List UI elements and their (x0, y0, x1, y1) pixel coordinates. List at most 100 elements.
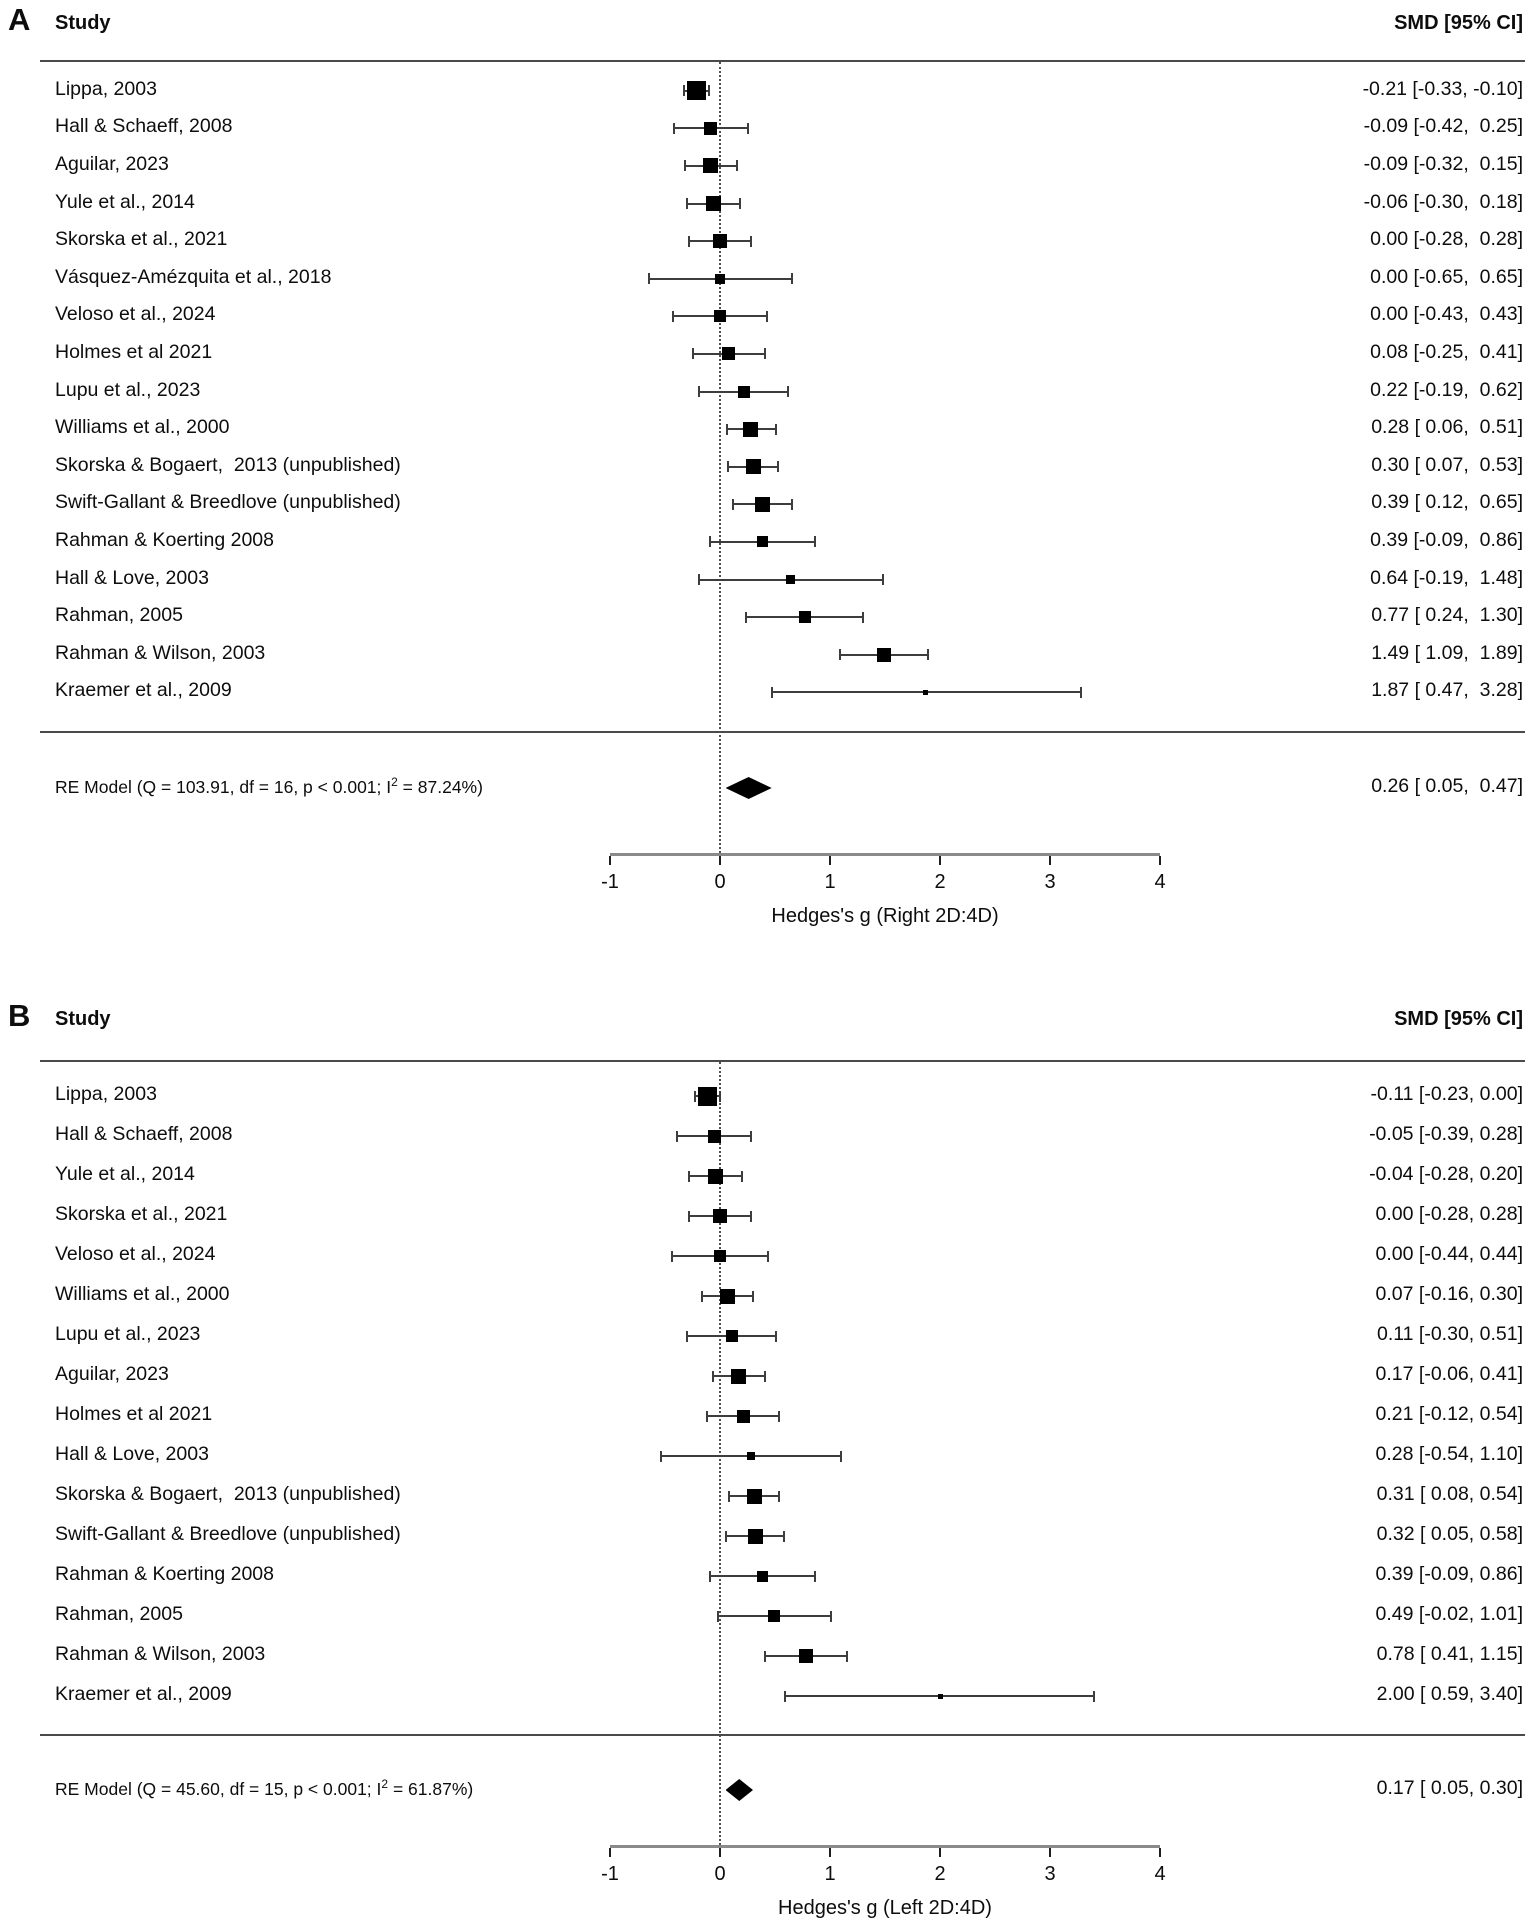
effect-value: 0.39 [ 0.12, 0.65] (1371, 491, 1523, 514)
effect-square (738, 385, 751, 398)
effect-square (713, 234, 727, 249)
study-label: Vásquez-Amézquita et al., 2018 (55, 265, 332, 288)
ci-cap-right (881, 574, 884, 586)
study-row: Veloso et al., 2024 0.00 [-0.43, 0.43] (0, 298, 1535, 336)
panel-letter: B (8, 998, 32, 1033)
ci-cap-right (708, 85, 710, 97)
effect-value: -0.04 [-0.28, 0.20] (1369, 1163, 1523, 1185)
effect-square (747, 1528, 763, 1544)
summary-value: 0.17 [ 0.05, 0.30] (1376, 1777, 1523, 1799)
study-label: Skorska & Bogaert, 2013 (unpublished) (55, 1483, 401, 1505)
ci-cap-right (735, 160, 738, 172)
ci-cap-left (783, 1690, 786, 1702)
study-column-header: Study (55, 1008, 111, 1030)
study-row: Williams et al., 2000 0.07 [-0.16, 0.30] (0, 1276, 1535, 1316)
ci-cap-left (716, 1610, 719, 1622)
effect-value: -0.11 [-0.23, 0.00] (1370, 1083, 1524, 1105)
study-row: Yule et al., 2014 -0.06 [-0.30, 0.18] (0, 185, 1535, 223)
effect-square (745, 459, 761, 475)
effect-value: 0.17 [-0.06, 0.41] (1375, 1363, 1523, 1385)
study-label: Lippa, 2003 (55, 1083, 157, 1105)
study-label: Veloso et al., 2024 (55, 303, 216, 326)
effect-square (736, 1409, 750, 1423)
ci-cap-right (775, 423, 778, 435)
ci-cap-right (778, 1490, 781, 1502)
x-axis-tick-label: 3 (1044, 1863, 1056, 1885)
study-row: Aguilar, 2023 0.17 [-0.06, 0.41] (0, 1356, 1535, 1396)
effect-square (767, 1610, 780, 1622)
ci-cap-left (712, 1370, 715, 1382)
effect-square (743, 421, 759, 437)
ci-cap-left (764, 1650, 767, 1662)
study-label: Hall & Schaeff, 2008 (55, 1123, 233, 1145)
study-row: Rahman & Wilson, 2003 1.49 [ 1.09, 1.89] (0, 636, 1535, 674)
study-label: Hall & Love, 2003 (55, 1443, 209, 1465)
effect-square (798, 1649, 813, 1663)
effect-value: 0.07 [-0.16, 0.30] (1375, 1283, 1523, 1305)
separator-rule (40, 1734, 1525, 1736)
effect-value: -0.09 [-0.32, 0.15] (1363, 152, 1523, 175)
effect-value: 0.31 [ 0.08, 0.54] (1376, 1483, 1523, 1505)
x-axis-tick (829, 1848, 831, 1857)
x-axis-title: Hedges's g (Left 2D:4D) (778, 1897, 992, 1919)
re-model-superscript: 2 (391, 775, 398, 789)
study-label: Lupu et al., 2023 (55, 378, 201, 401)
x-axis-tick-label: 4 (1154, 1863, 1166, 1885)
effect-square (714, 310, 726, 323)
study-label: Skorska et al., 2021 (55, 228, 228, 251)
ci-cap-left (709, 536, 712, 548)
ci-cap-left (676, 1130, 679, 1142)
study-label: Hall & Schaeff, 2008 (55, 115, 233, 138)
re-model-text: RE Model (Q = 103.91, df = 16, p < 0.001… (55, 777, 392, 797)
effect-square (705, 196, 721, 212)
study-row: Holmes et al 2021 0.08 [-0.25, 0.41] (0, 335, 1535, 373)
ci-cap-left (698, 574, 701, 586)
effect-value: -0.06 [-0.30, 0.18] (1363, 190, 1523, 213)
ci-cap-left (727, 1490, 730, 1502)
effect-square (726, 1330, 739, 1342)
ci-cap-left (745, 611, 748, 623)
ci-cap-right (813, 1570, 816, 1582)
study-row: Hall & Love, 2003 0.28 [-0.54, 1.10] (0, 1436, 1535, 1476)
ci-cap-right (782, 1530, 785, 1542)
study-row: Rahman, 2005 0.77 [ 0.24, 1.30] (0, 598, 1535, 636)
x-axis-tick (609, 1848, 611, 1857)
study-row: Holmes et al 2021 0.21 [-0.12, 0.54] (0, 1396, 1535, 1436)
ci-cap-right (764, 1370, 767, 1382)
study-label: Swift-Gallant & Breedlove (unpublished) (55, 1523, 401, 1545)
study-row: Hall & Love, 2003 0.64 [-0.19, 1.48] (0, 561, 1535, 599)
effect-square (757, 536, 769, 548)
effect-value: 0.39 [-0.09, 0.86] (1375, 1563, 1523, 1585)
study-label: Williams et al., 2000 (55, 1283, 230, 1305)
ci-cap-right (840, 1450, 842, 1462)
x-axis-tick-label: 2 (934, 1863, 946, 1885)
effect-square (713, 1209, 727, 1223)
ci-cap-left (693, 1090, 696, 1102)
effect-square (720, 1288, 736, 1304)
x-axis-tick (939, 856, 941, 865)
ci-cap-left (709, 1570, 712, 1582)
ci-cap-left (688, 235, 691, 247)
x-axis-tick-label: 2 (934, 871, 946, 893)
re-model-text: RE Model (Q = 45.60, df = 15, p < 0.001;… (55, 1779, 382, 1799)
study-label: Rahman, 2005 (55, 1603, 183, 1625)
ci-cap-left (647, 273, 650, 285)
effect-square (746, 1452, 755, 1460)
x-axis-tick (609, 856, 611, 865)
effect-square (798, 611, 811, 624)
study-row: Rahman & Wilson, 2003 0.78 [ 0.41, 1.15] (0, 1636, 1535, 1676)
ci-cap-right (775, 1330, 778, 1342)
ci-cap-right (790, 498, 793, 510)
study-row: Hall & Schaeff, 2008 -0.09 [-0.42, 0.25] (0, 110, 1535, 148)
study-label: Rahman & Koerting 2008 (55, 528, 274, 551)
ci-cap-left (698, 386, 701, 398)
summary-value: 0.26 [ 0.05, 0.47] (1371, 775, 1523, 797)
study-row: Vásquez-Amézquita et al., 2018 0.00 [-0.6… (0, 260, 1535, 298)
ci-cap-right (766, 310, 769, 322)
effect-value: 0.00 [-0.43, 0.43] (1370, 303, 1523, 326)
study-label: Holmes et al 2021 (55, 1403, 213, 1425)
ci-cap-right (926, 649, 929, 661)
ci-cap-right (1079, 686, 1082, 698)
ci-cap-left (701, 1290, 704, 1302)
